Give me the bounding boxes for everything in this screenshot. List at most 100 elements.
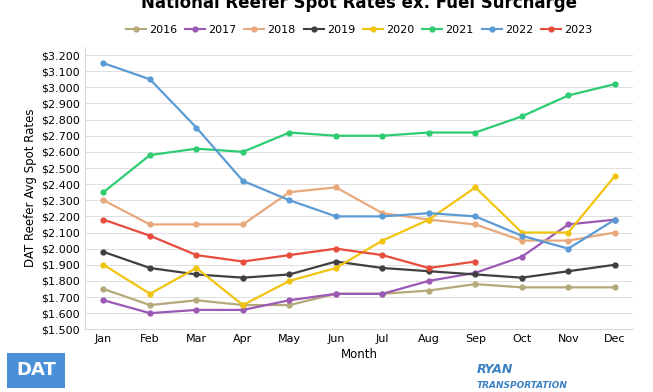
2019 <box>611 262 619 267</box>
2023 <box>425 266 433 270</box>
2017 <box>518 254 526 259</box>
2016 <box>471 282 479 287</box>
2021 <box>471 130 479 135</box>
2020 <box>99 262 107 267</box>
2019 <box>285 272 293 277</box>
2018 <box>285 190 293 194</box>
2021 <box>146 153 154 158</box>
2023 <box>285 253 293 258</box>
2017 <box>146 311 154 316</box>
2017 <box>193 308 200 312</box>
2023 <box>379 253 387 258</box>
2020 <box>564 230 572 235</box>
2020 <box>285 279 293 283</box>
2018 <box>518 238 526 243</box>
2016 <box>425 288 433 293</box>
Line: 2020: 2020 <box>101 174 617 307</box>
2018 <box>425 217 433 222</box>
2020 <box>425 217 433 222</box>
2022 <box>285 198 293 203</box>
2021 <box>518 114 526 119</box>
2021 <box>285 130 293 135</box>
2019 <box>518 275 526 280</box>
2018 <box>193 222 200 227</box>
2021 <box>332 133 340 138</box>
Text: RYAN: RYAN <box>477 363 513 376</box>
Text: TRANSPORTATION: TRANSPORTATION <box>477 381 567 390</box>
Line: 2022: 2022 <box>101 61 617 251</box>
2020 <box>193 266 200 270</box>
2020 <box>379 238 387 243</box>
2016 <box>332 291 340 296</box>
2017 <box>379 291 387 296</box>
2016 <box>611 285 619 290</box>
2016 <box>379 291 387 296</box>
2022 <box>332 214 340 219</box>
2016 <box>564 285 572 290</box>
Line: 2017: 2017 <box>101 217 617 316</box>
2017 <box>425 279 433 283</box>
2019 <box>471 272 479 277</box>
2016 <box>99 287 107 291</box>
2022 <box>146 77 154 82</box>
2021 <box>193 146 200 151</box>
2022 <box>425 211 433 216</box>
2021 <box>99 190 107 194</box>
2016 <box>239 303 247 307</box>
2021 <box>611 82 619 87</box>
2018 <box>146 222 154 227</box>
2022 <box>564 246 572 251</box>
Line: 2021: 2021 <box>101 82 617 194</box>
2023 <box>99 217 107 222</box>
2022 <box>379 214 387 219</box>
2019 <box>564 269 572 274</box>
2020 <box>239 303 247 307</box>
2017 <box>471 270 479 275</box>
2019 <box>425 269 433 274</box>
2018 <box>379 211 387 216</box>
Line: 2023: 2023 <box>101 217 478 270</box>
2020 <box>332 266 340 270</box>
2017 <box>611 217 619 222</box>
X-axis label: Month: Month <box>341 348 377 361</box>
2023 <box>471 259 479 264</box>
Line: 2019: 2019 <box>101 249 617 280</box>
2021 <box>564 93 572 98</box>
2019 <box>99 250 107 254</box>
2022 <box>99 61 107 65</box>
2022 <box>518 233 526 238</box>
2023 <box>193 253 200 258</box>
Line: 2018: 2018 <box>101 185 617 243</box>
2017 <box>239 308 247 312</box>
2018 <box>99 198 107 203</box>
2020 <box>146 291 154 296</box>
2023 <box>332 246 340 251</box>
2016 <box>285 303 293 307</box>
Title: National Reefer Spot Rates ex. Fuel Surcharge: National Reefer Spot Rates ex. Fuel Surc… <box>141 0 577 12</box>
2022 <box>239 178 247 183</box>
2018 <box>564 238 572 243</box>
2019 <box>239 275 247 280</box>
2016 <box>193 298 200 303</box>
2017 <box>564 222 572 227</box>
2017 <box>332 291 340 296</box>
2018 <box>471 222 479 227</box>
2016 <box>518 285 526 290</box>
2016 <box>146 303 154 307</box>
2019 <box>146 266 154 270</box>
2021 <box>239 149 247 154</box>
2017 <box>285 298 293 303</box>
2023 <box>239 259 247 264</box>
2021 <box>425 130 433 135</box>
2023 <box>146 233 154 238</box>
Line: 2016: 2016 <box>101 282 617 307</box>
Y-axis label: DAT Reefer Avg Spot Rates: DAT Reefer Avg Spot Rates <box>24 109 37 267</box>
2019 <box>379 266 387 270</box>
2018 <box>239 222 247 227</box>
2020 <box>471 185 479 190</box>
2021 <box>379 133 387 138</box>
2018 <box>611 230 619 235</box>
2017 <box>99 298 107 303</box>
2022 <box>611 217 619 222</box>
2020 <box>518 230 526 235</box>
